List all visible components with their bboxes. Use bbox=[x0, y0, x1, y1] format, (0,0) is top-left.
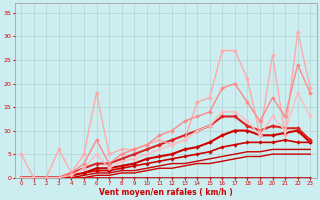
X-axis label: Vent moyen/en rafales ( km/h ): Vent moyen/en rafales ( km/h ) bbox=[99, 188, 233, 197]
